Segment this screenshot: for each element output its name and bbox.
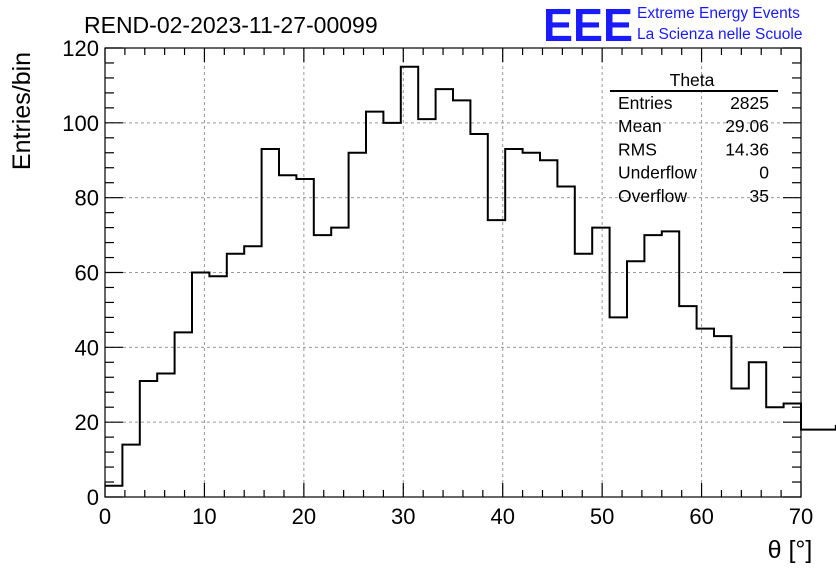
histogram-line: [105, 65, 836, 487]
stats-label: Underflow: [618, 163, 697, 183]
eee-logo: EEE Extreme Energy Events La Scienza nel…: [543, 0, 802, 51]
chart-title: REND-02-2023-11-27-00099: [84, 12, 378, 38]
plot-frame: [104, 47, 802, 498]
stats-rows: Entries 2825 Mean 29.06 RMS 14.36 Underflow 0 Ov…: [618, 93, 769, 206]
grid-lines: [105, 48, 801, 497]
y-axis-tick-labels: 0 20 40 60 80 100 120: [62, 36, 99, 510]
x-tick-label: 0: [99, 504, 111, 529]
stats-title: Theta: [670, 70, 715, 90]
stats-label: Mean: [618, 116, 662, 136]
stats-value: 35: [750, 186, 769, 206]
y-tick-label: 100: [62, 111, 99, 136]
y-tick-label: 40: [75, 335, 99, 360]
x-tick-label: 50: [590, 504, 614, 529]
x-tick-label: 30: [391, 504, 415, 529]
stats-label: Overflow: [618, 186, 687, 206]
y-axis-title: Entries/bin: [8, 52, 36, 170]
y-tick-label: 20: [75, 410, 99, 435]
x-axis-tick-labels: 0 10 20 30 40 50 60 70: [99, 504, 813, 529]
y-tick-label: 80: [75, 186, 99, 211]
x-tick-label: 70: [789, 504, 813, 529]
y-tick-label: 0: [87, 485, 99, 510]
logo-line-2: La Scienza nelle Scuole: [637, 26, 802, 43]
stats-value: 14.36: [725, 139, 769, 159]
x-tick-label: 20: [292, 504, 316, 529]
x-tick-label: 40: [490, 504, 514, 529]
stats-value: 0: [759, 163, 769, 183]
x-axis-title: θ [°]: [768, 536, 813, 564]
x-tick-label: 10: [192, 504, 216, 529]
stats-value: 29.06: [725, 116, 769, 136]
logo-line-1: Extreme Energy Events: [637, 5, 800, 22]
stats-label: RMS: [618, 139, 657, 159]
stats-label: Entries: [618, 93, 673, 113]
stats-value: 2825: [730, 93, 769, 113]
x-tick-label: 60: [689, 504, 713, 529]
y-tick-label: 60: [75, 261, 99, 286]
logo-text: EEE: [543, 0, 633, 51]
stats-box: Theta Entries 2825 Mean 29.06 RMS 14.36 Underf…: [610, 70, 778, 206]
y-tick-label: 120: [62, 36, 99, 61]
